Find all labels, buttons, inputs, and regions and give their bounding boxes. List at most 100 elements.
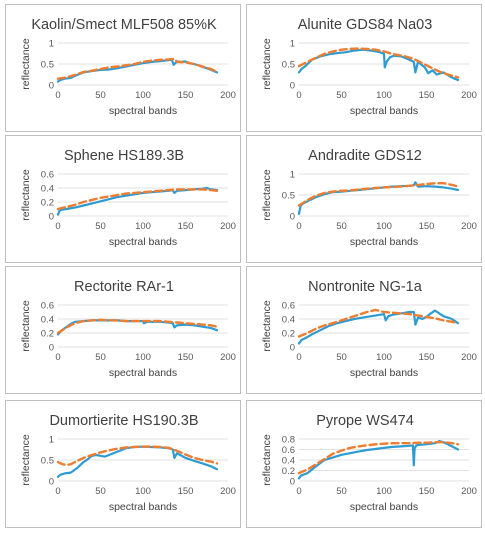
x-tick-label: 0 <box>296 352 301 363</box>
chart-svg: Alunite GDS84 Na03 0 0.5 1 0 50 100 150 200 spect… <box>261 17 477 117</box>
x-tick-label: 50 <box>95 352 106 363</box>
x-tick-label: 100 <box>376 486 392 497</box>
x-axis-label: spectral bands <box>109 367 177 379</box>
y-tick-label: 0.6 <box>41 170 54 181</box>
series-line-solid <box>297 309 460 345</box>
y-tick-label: 0.5 <box>41 456 54 467</box>
chart-title: Nontronite NG-1a <box>308 279 423 295</box>
x-tick-label: 150 <box>419 90 435 101</box>
series-line-dashed <box>56 57 220 80</box>
chart-svg: Nontronite NG-1a 0 0.2 0.4 0.6 0 50 100 150 200 sp… <box>261 279 477 379</box>
chart-svg: Andradite GDS12 0 0.5 1 0 50 100 150 200 spectral… <box>261 148 477 248</box>
x-tick-label: 0 <box>296 486 301 497</box>
x-axis-label: spectral bands <box>109 105 177 117</box>
x-tick-label: 150 <box>419 486 435 497</box>
x-tick-label: 0 <box>296 90 301 101</box>
x-tick-label: 50 <box>95 486 106 497</box>
x-tick-label: 200 <box>220 486 236 497</box>
x-tick-label: 100 <box>135 221 151 232</box>
x-tick-label: 0 <box>55 486 60 497</box>
x-tick-label: 50 <box>336 486 347 497</box>
x-axis-label: spectral bands <box>109 236 177 248</box>
y-tick-label: 1 <box>49 39 54 50</box>
y-tick-label: 0.5 <box>41 60 54 71</box>
x-tick-label: 150 <box>178 221 194 232</box>
x-tick-label: 100 <box>135 90 151 101</box>
chart-title: Pyrope WS474 <box>316 413 414 429</box>
chart-svg: Dumortierite HS190.3B 0 0.5 1 0 50 100 150 200 sp… <box>20 413 236 513</box>
x-axis-label: spectral bands <box>350 501 418 513</box>
chart-panel-nontronite: Nontronite NG-1a 0 0.2 0.4 0.6 0 50 100 150 200 sp… <box>246 266 482 394</box>
x-tick-label: 150 <box>178 486 194 497</box>
series-line-dashed <box>56 318 219 335</box>
x-tick-label: 0 <box>55 221 60 232</box>
y-tick-label: 0 <box>290 212 295 223</box>
chart-panel-pyrope: Pyrope WS474 0 0.2 0.4 0.6 0.8 0 50 100 150 200 spe… <box>246 400 482 528</box>
series-line-solid <box>297 48 460 82</box>
y-tick-label: 0.6 <box>282 445 295 456</box>
chart-title: Alunite GDS84 Na03 <box>298 17 433 33</box>
y-tick-label: 0.8 <box>282 435 295 446</box>
series-line-dashed <box>297 441 460 475</box>
x-tick-label: 100 <box>135 352 151 363</box>
series-line-dashed <box>297 308 460 338</box>
chart-panel-dumortierite: Dumortierite HS190.3B 0 0.5 1 0 50 100 150 200 sp… <box>5 400 241 528</box>
y-tick-label: 0 <box>49 81 54 92</box>
series-line-dashed <box>297 47 460 79</box>
y-axis-label: reflectance <box>261 300 273 352</box>
series-line-dashed <box>56 445 219 467</box>
x-tick-label: 200 <box>220 221 236 232</box>
chart-title: Kaolin/Smect MLF508 85%K <box>31 17 217 33</box>
y-tick-label: 0.2 <box>282 329 295 340</box>
y-tick-label: 0.4 <box>282 456 295 467</box>
series-line-dashed <box>56 188 219 211</box>
chart-panel-andradite: Andradite GDS12 0 0.5 1 0 50 100 150 200 spectral… <box>246 135 482 263</box>
series-line-dashed <box>297 182 460 207</box>
x-axis-label: spectral bands <box>350 236 418 248</box>
x-axis-label: spectral bands <box>350 367 418 379</box>
y-tick-label: 0 <box>49 477 54 488</box>
y-tick-label: 1 <box>290 170 295 181</box>
chart-title: Dumortierite HS190.3B <box>49 413 198 429</box>
x-tick-label: 200 <box>220 90 236 101</box>
y-axis-label: reflectance <box>261 38 273 90</box>
y-tick-label: 0.6 <box>41 301 54 312</box>
y-axis-label: reflectance <box>20 300 32 352</box>
y-tick-label: 0.4 <box>41 184 54 195</box>
x-tick-label: 100 <box>376 352 392 363</box>
y-tick-label: 0 <box>49 343 54 354</box>
x-tick-label: 100 <box>135 486 151 497</box>
x-tick-label: 50 <box>336 221 347 232</box>
chart-panel-alunite: Alunite GDS84 Na03 0 0.5 1 0 50 100 150 200 spect… <box>246 4 482 132</box>
chart-title: Andradite GDS12 <box>308 148 422 164</box>
y-axis-label: reflectance <box>261 434 273 486</box>
chart-panel-rectorite: Rectorite RAr-1 0 0.2 0.4 0.6 0 50 100 150 200 spe… <box>5 266 241 394</box>
chart-svg: Rectorite RAr-1 0 0.2 0.4 0.6 0 50 100 150 200 spe… <box>20 279 236 379</box>
x-tick-label: 50 <box>95 221 106 232</box>
x-tick-label: 50 <box>336 90 347 101</box>
x-tick-label: 150 <box>178 352 194 363</box>
y-axis-label: reflectance <box>20 38 32 90</box>
y-tick-label: 0.2 <box>41 198 54 209</box>
chart-svg: Kaolin/Smect MLF508 85%K 0 0.5 1 0 50 100 150 20… <box>20 17 236 117</box>
x-tick-label: 200 <box>461 352 477 363</box>
x-tick-label: 150 <box>419 221 435 232</box>
x-tick-label: 200 <box>220 352 236 363</box>
y-axis-label: reflectance <box>261 169 273 221</box>
chart-svg: Sphene HS189.3B 0 0.2 0.4 0.6 0 50 100 150 200 spe… <box>20 148 236 248</box>
x-tick-label: 0 <box>55 352 60 363</box>
chart-title: Sphene HS189.3B <box>64 148 184 164</box>
y-tick-label: 0 <box>290 343 295 354</box>
x-tick-label: 150 <box>178 90 194 101</box>
chart-title: Rectorite RAr-1 <box>74 279 174 295</box>
x-tick-label: 0 <box>55 90 60 101</box>
y-tick-label: 0.2 <box>282 466 295 477</box>
y-tick-label: 0 <box>290 477 295 488</box>
chart-svg: Pyrope WS474 00.20.40.60.8 0 50 100 150 200 spe… <box>261 413 477 513</box>
y-tick-label: 0.2 <box>41 329 54 340</box>
y-tick-label: 0.6 <box>282 301 295 312</box>
y-tick-label: 1 <box>290 39 295 50</box>
y-axis-label: reflectance <box>20 434 32 486</box>
x-tick-label: 0 <box>296 221 301 232</box>
y-tick-label: 0.5 <box>282 191 295 202</box>
